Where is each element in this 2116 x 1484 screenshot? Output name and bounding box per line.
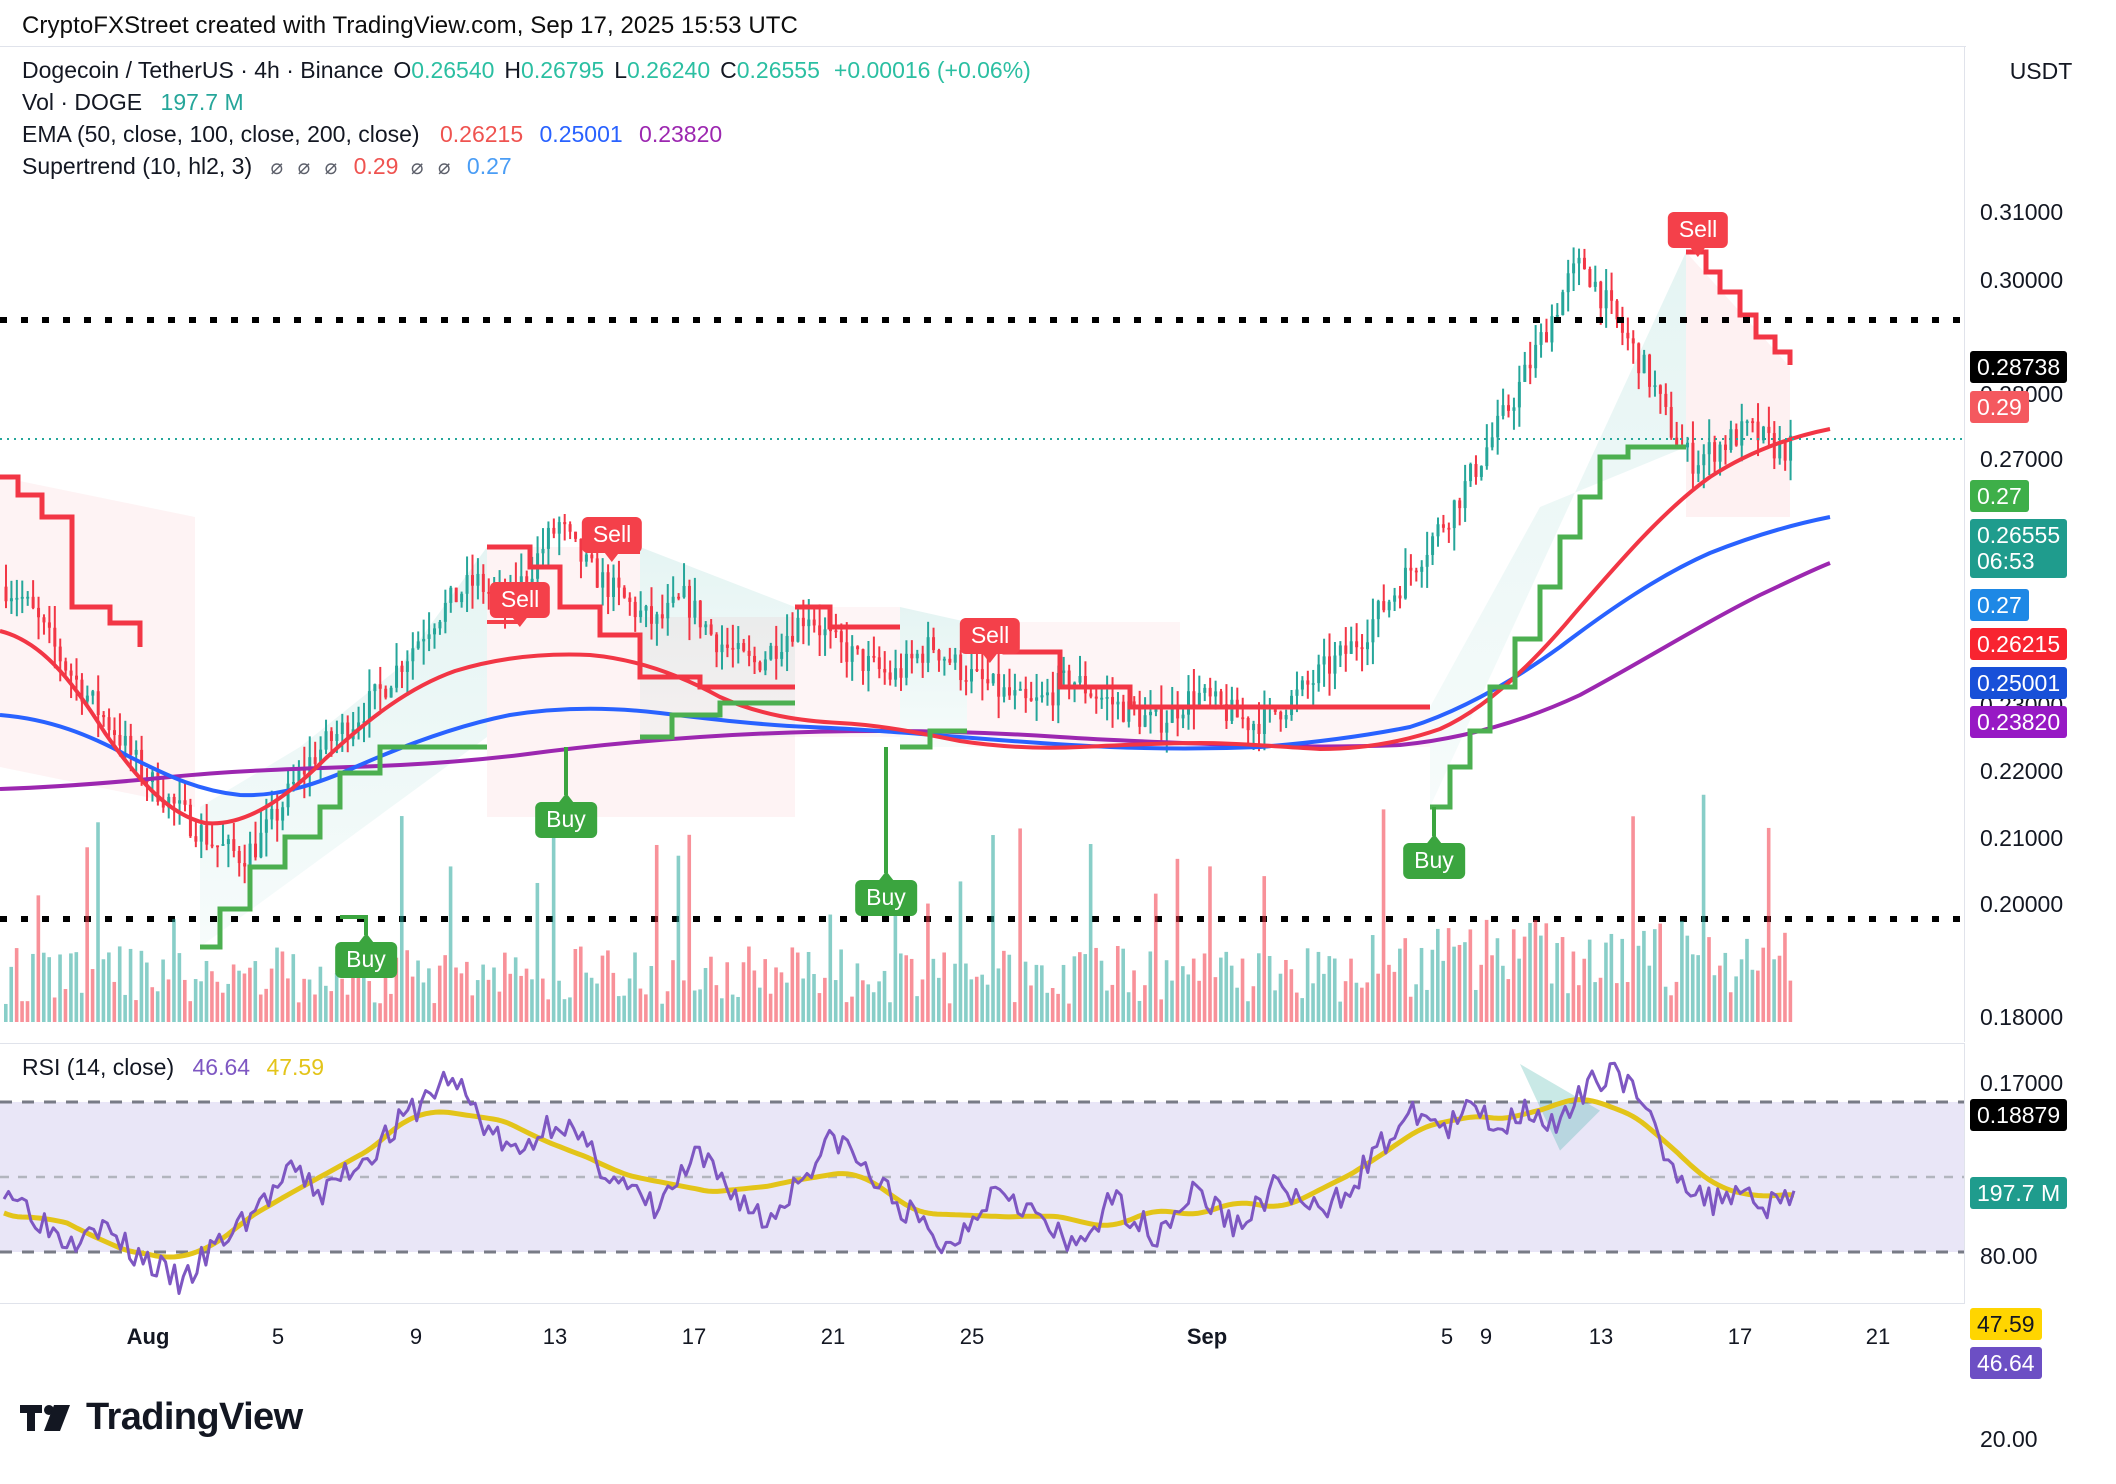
rsi-value-badge: 46.64 — [1970, 1347, 2042, 1380]
time-axis-tick: 21 — [1865, 1324, 1891, 1349]
legend-open-label: O — [393, 57, 412, 83]
legend-symbol: Dogecoin / TetherUS · 4h · Binance — [22, 57, 384, 83]
legend-close-label: C — [720, 57, 737, 83]
time-axis-tick: 13 — [1588, 1324, 1614, 1349]
sell-marker[interactable]: Sell — [581, 517, 643, 562]
high-line-badge: 0.28738 — [1970, 351, 2068, 384]
last-price-badge: 0.26555 06:53 — [1970, 519, 2068, 578]
price-axis-unit: USDT — [2009, 58, 2073, 84]
legend-supertrend-null-4: ⌀ — [410, 156, 424, 179]
time-axis-tick: Aug — [126, 1324, 170, 1349]
buy-marker[interactable]: Buy — [335, 933, 397, 978]
volume-badge: 197.7 M — [1970, 1177, 2068, 1210]
price-axis-tick: 0.18000 — [1980, 1004, 2064, 1030]
legend-rsi-signal-value: 47.59 — [266, 1054, 325, 1080]
price-axis-tick: 0.30000 — [1980, 267, 2064, 293]
legend-change-value: +0.00016 (+0.06%) — [833, 57, 1031, 83]
rsi-axis-tick: 80.00 — [1980, 1243, 2038, 1269]
legend-ema200-value: 0.23820 — [639, 121, 723, 147]
legend-supertrend-null-3: ⌀ — [324, 156, 338, 179]
rsi-pane[interactable]: RSI (14, close) 46.64 47.59 — [0, 1043, 1965, 1303]
sell-marker[interactable]: Sell — [1667, 212, 1729, 257]
rsi-axis-tick: 20.00 — [1980, 1426, 2038, 1452]
legend-high-value: 0.26795 — [521, 57, 605, 83]
legend-rsi[interactable]: RSI (14, close) 46.64 47.59 — [22, 1054, 324, 1081]
time-axis-tick: 5 — [1440, 1324, 1454, 1349]
legend-main-series[interactable]: Dogecoin / TetherUS · 4h · Binance O0.265… — [22, 57, 1031, 84]
price-axis-tick: 0.20000 — [1980, 891, 2064, 917]
time-axis-tick: 9 — [409, 1324, 423, 1349]
price-axis-tick: 0.27000 — [1980, 446, 2064, 472]
supertrend-blue-badge: 0.27 — [1970, 589, 2029, 622]
low-line-badge: 0.18879 — [1970, 1099, 2068, 1132]
time-axis-tick: 25 — [959, 1324, 985, 1349]
tradingview-glyph-icon — [20, 1404, 70, 1431]
legend-volume[interactable]: Vol · DOGE 197.7 M — [22, 89, 244, 116]
legend-low-label: L — [614, 57, 627, 83]
rsi-chart-svg — [0, 1061, 1964, 1295]
legend-ema[interactable]: EMA (50, close, 100, close, 200, close) … — [22, 121, 722, 148]
time-axis-tick: 17 — [1727, 1324, 1753, 1349]
time-axis-tick: 13 — [542, 1324, 568, 1349]
tradingview-logo: TradingView — [20, 1396, 303, 1439]
supertrend-upper-badge: 0.29 — [1970, 391, 2029, 424]
price-axis-tick: 0.17000 — [1980, 1070, 2064, 1096]
legend-supertrend[interactable]: Supertrend (10, hl2, 3) ⌀ ⌀ ⌀ 0.29 ⌀ ⌀ 0… — [22, 153, 512, 180]
chart-frame: Dogecoin / TetherUS · 4h · Binance O0.265… — [0, 46, 2116, 1349]
supertrend-lower-badge: 0.27 — [1970, 480, 2029, 513]
legend-ema50-value: 0.26215 — [439, 121, 524, 147]
buy-marker[interactable]: Buy — [855, 871, 917, 916]
legend-volume-value: 197.7 M — [160, 89, 244, 115]
sell-marker[interactable]: Sell — [959, 618, 1021, 663]
time-axis-tick: 21 — [820, 1324, 846, 1349]
price-axis-tick: 0.22000 — [1980, 758, 2064, 784]
price-axis-tick: 0.21000 — [1980, 825, 2064, 851]
ema100-badge: 0.25001 — [1970, 667, 2068, 700]
legend-high-label: H — [504, 57, 522, 83]
legend-open-value: 0.26540 — [411, 57, 495, 83]
time-axis-tick: 9 — [1479, 1324, 1493, 1349]
buy-marker[interactable]: Buy — [1403, 834, 1465, 879]
legend-supertrend-null-2: ⌀ — [297, 156, 311, 179]
price-axis[interactable]: USDT 0.310000.300000.280000.270000.23000… — [1966, 46, 2116, 1452]
legend-supertrend-upper-value: 0.29 — [353, 153, 399, 179]
time-axis-tick: Sep — [1186, 1324, 1228, 1349]
legend-supertrend-title: Supertrend (10, hl2, 3) — [22, 153, 253, 179]
countdown-text: 06:53 — [1977, 548, 2035, 575]
legend-low-value: 0.26240 — [626, 57, 711, 83]
legend-supertrend-null-5: ⌀ — [437, 156, 451, 179]
legend-rsi-title: RSI (14, close) — [22, 1054, 175, 1080]
price-axis-tick: 0.31000 — [1980, 199, 2064, 225]
rsi-signal-badge: 47.59 — [1970, 1308, 2042, 1341]
ema200-badge: 0.23820 — [1970, 706, 2068, 739]
legend-rsi-value: 46.64 — [192, 1054, 251, 1080]
legend-close-value: 0.26555 — [736, 57, 820, 83]
legend-supertrend-null-1: ⌀ — [270, 156, 284, 179]
sell-marker[interactable]: Sell — [489, 582, 551, 627]
time-axis-tick: 5 — [271, 1324, 285, 1349]
buy-marker[interactable]: Buy — [535, 793, 597, 838]
tradingview-wordmark: TradingView — [86, 1396, 303, 1438]
legend-ema100-value: 0.25001 — [539, 121, 623, 147]
price-pane[interactable]: Dogecoin / TetherUS · 4h · Binance O0.265… — [0, 47, 1965, 1042]
lightning-icon[interactable] — [1762, 1037, 1806, 1042]
legend-ema-title: EMA (50, close, 100, close, 200, close) — [22, 121, 420, 147]
time-axis[interactable]: Aug 5 9 13 17 21 25 Sep 5 9 13 17 21 — [0, 1303, 1965, 1363]
attribution-text: CryptoFXStreet created with TradingView.… — [22, 12, 798, 39]
legend-supertrend-lower-value: 0.27 — [466, 153, 512, 179]
time-axis-tick: 17 — [681, 1324, 707, 1349]
volume-bars — [4, 794, 1793, 1022]
ema50-badge: 0.26215 — [1970, 628, 2068, 661]
legend-volume-title: Vol · DOGE — [22, 89, 143, 115]
price-chart-svg — [0, 235, 1964, 1022]
